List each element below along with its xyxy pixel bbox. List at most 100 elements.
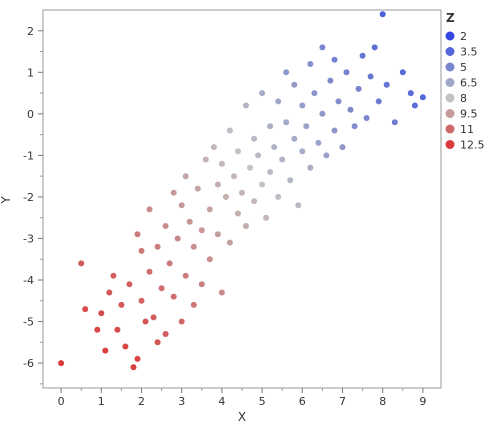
y-tick-label: -1 bbox=[23, 149, 34, 162]
data-point bbox=[307, 61, 314, 67]
legend-label: 3.5 bbox=[460, 46, 478, 59]
data-point bbox=[331, 127, 338, 134]
data-point bbox=[311, 90, 318, 97]
legend-label: 2 bbox=[460, 30, 467, 43]
data-point bbox=[383, 81, 390, 88]
x-axis-label: X bbox=[238, 410, 246, 424]
data-point bbox=[102, 347, 109, 354]
data-point bbox=[94, 326, 101, 333]
data-point bbox=[351, 123, 358, 130]
data-point bbox=[407, 90, 414, 97]
plot-frame bbox=[42, 9, 442, 389]
data-point bbox=[275, 193, 282, 200]
data-point bbox=[359, 52, 366, 59]
data-point bbox=[198, 227, 205, 234]
data-point bbox=[218, 160, 225, 167]
legend-label: 6.5 bbox=[460, 77, 478, 90]
data-point bbox=[202, 156, 209, 163]
x-axis-ticks: 0 1 2 3 4 5 6 7 8 9 bbox=[58, 388, 426, 408]
y-axis-ticks: 2 1 0 -1 -2 -3 -4 -5 -6 bbox=[23, 25, 43, 385]
data-point bbox=[214, 231, 221, 238]
data-point bbox=[122, 343, 129, 350]
data-point bbox=[182, 173, 189, 180]
legend: Z 2 3.5 5 6.5 8 9.5 11 12.5 bbox=[445, 11, 485, 152]
y-tick-label: -4 bbox=[23, 274, 34, 287]
data-point bbox=[154, 243, 161, 250]
legend-marker bbox=[445, 93, 455, 103]
data-point bbox=[178, 318, 185, 325]
data-point bbox=[267, 123, 274, 130]
data-point bbox=[343, 69, 350, 76]
data-point bbox=[371, 44, 378, 51]
data-point bbox=[419, 94, 426, 101]
legend-label: 9.5 bbox=[460, 108, 478, 121]
data-point bbox=[198, 281, 205, 288]
y-axis-label: Y bbox=[0, 196, 13, 205]
data-point bbox=[226, 239, 233, 246]
x-tick-label: 3 bbox=[178, 395, 185, 408]
legend-marker bbox=[445, 78, 455, 87]
data-point bbox=[235, 210, 241, 217]
x-tick-label: 6 bbox=[299, 395, 306, 408]
data-point bbox=[174, 235, 181, 242]
data-point bbox=[194, 185, 201, 192]
data-point bbox=[283, 119, 290, 126]
data-point bbox=[126, 281, 133, 288]
data-point bbox=[178, 202, 185, 209]
legend-title: Z bbox=[446, 11, 455, 25]
data-point bbox=[186, 218, 193, 225]
data-point bbox=[146, 268, 153, 275]
data-point bbox=[118, 301, 125, 308]
data-point bbox=[162, 331, 169, 337]
data-point bbox=[291, 135, 298, 142]
data-point bbox=[295, 202, 302, 209]
data-point bbox=[303, 123, 310, 130]
data-point bbox=[235, 148, 241, 155]
data-point bbox=[190, 243, 197, 250]
x-tick-label: 8 bbox=[379, 395, 386, 408]
data-point bbox=[106, 289, 113, 296]
data-point bbox=[355, 85, 362, 92]
data-point bbox=[142, 318, 149, 325]
data-point bbox=[291, 81, 298, 88]
data-point bbox=[170, 293, 177, 300]
data-point bbox=[271, 144, 278, 151]
data-point bbox=[259, 181, 266, 188]
data-point bbox=[214, 181, 221, 188]
data-points bbox=[58, 11, 426, 371]
data-point bbox=[411, 102, 418, 109]
legend-marker bbox=[445, 124, 455, 134]
data-point bbox=[263, 214, 270, 221]
data-point bbox=[255, 152, 262, 159]
data-point bbox=[339, 144, 346, 151]
data-point bbox=[158, 285, 165, 292]
y-tick-label: -5 bbox=[23, 316, 34, 329]
data-point bbox=[331, 56, 338, 63]
y-tick-label: 1 bbox=[27, 66, 34, 79]
data-point bbox=[210, 144, 217, 151]
data-point bbox=[138, 297, 145, 304]
data-point bbox=[134, 355, 141, 362]
data-point bbox=[251, 198, 258, 205]
data-point bbox=[206, 256, 213, 263]
legend-marker bbox=[445, 109, 455, 118]
legend-label: 8 bbox=[460, 92, 467, 105]
x-tick-label: 0 bbox=[58, 395, 65, 408]
data-point bbox=[166, 260, 173, 267]
legend-label: 12.5 bbox=[460, 139, 485, 152]
data-point bbox=[319, 110, 326, 117]
data-point bbox=[170, 189, 177, 196]
data-point bbox=[279, 156, 286, 163]
x-tick-label: 1 bbox=[98, 395, 105, 408]
data-point bbox=[283, 69, 290, 76]
data-point bbox=[375, 98, 382, 105]
data-point bbox=[134, 231, 141, 238]
data-point bbox=[150, 314, 157, 321]
data-point bbox=[323, 152, 330, 159]
data-point bbox=[110, 272, 117, 279]
data-point bbox=[299, 102, 306, 109]
data-point bbox=[319, 44, 326, 51]
y-tick-label: -6 bbox=[23, 357, 34, 370]
data-point bbox=[206, 206, 213, 213]
